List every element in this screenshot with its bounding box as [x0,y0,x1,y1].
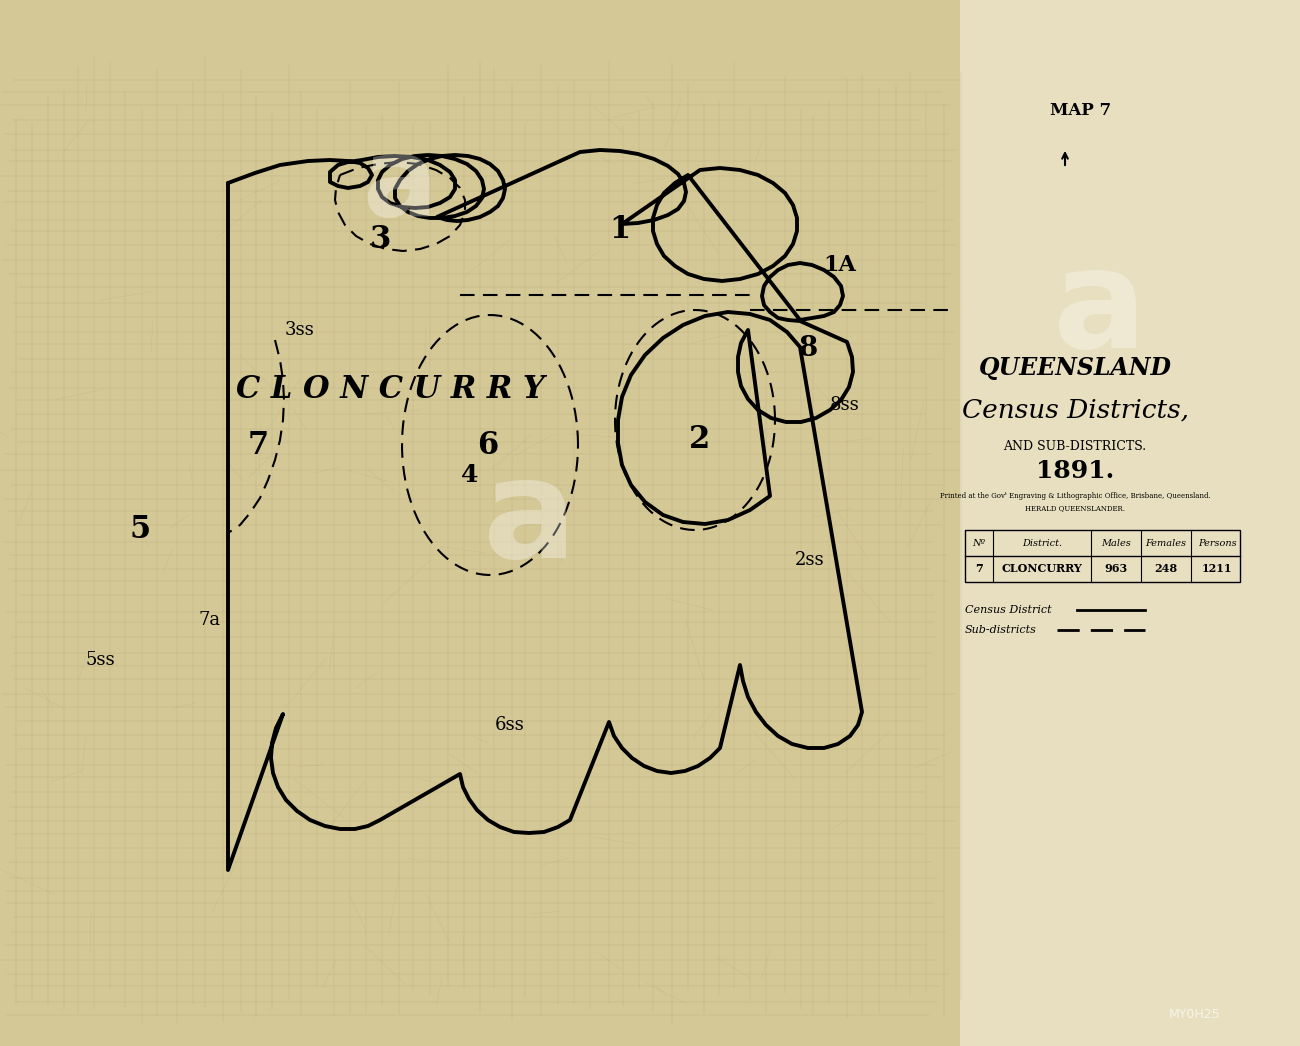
Text: 5: 5 [130,515,151,546]
Text: 3: 3 [369,225,391,255]
Text: 6: 6 [477,430,499,460]
Bar [965,530,1240,582]
Text: 1: 1 [610,214,630,246]
Text: Persons: Persons [1197,539,1236,547]
Text: QUEENSLAND: QUEENSLAND [979,356,1171,380]
Text: Males: Males [1101,539,1131,547]
Text: 4: 4 [462,463,478,487]
Text: a: a [363,132,438,238]
Text: 2: 2 [689,425,711,455]
Bar [0,0,959,1046]
Text: 5ss: 5ss [86,651,114,669]
Text: MY0H25: MY0H25 [1169,1007,1221,1021]
Text: MAP 7: MAP 7 [1050,103,1112,119]
Text: 1A: 1A [824,254,857,276]
Text: 3ss: 3ss [285,321,315,339]
Text: 7: 7 [975,564,983,574]
Text: 1891.: 1891. [1036,459,1114,483]
Text: 7: 7 [247,430,269,460]
Text: 963: 963 [1105,564,1127,574]
Text: Nº: Nº [972,539,985,547]
Text: 2ss: 2ss [796,551,824,569]
Text: 7a: 7a [199,611,221,629]
Bar [959,0,1300,1046]
Text: District.: District. [1022,539,1062,547]
Text: Census Districts,: Census Districts, [962,397,1188,423]
Text: 8: 8 [798,335,818,362]
Text: Sub-districts: Sub-districts [965,626,1037,635]
Text: Printed at the Govᵗ Engraving & Lithographic Office, Brisbane, Queensland.: Printed at the Govᵗ Engraving & Lithogra… [940,492,1210,500]
Text: Census District: Census District [965,605,1052,615]
Text: C L O N C U R R Y: C L O N C U R R Y [235,374,545,406]
Text: 8ss: 8ss [831,396,859,414]
Text: HERALD QUEENSLANDER.: HERALD QUEENSLANDER. [1024,504,1124,511]
Text: Females: Females [1145,539,1187,547]
Text: a: a [484,453,577,588]
Text: 6ss: 6ss [495,717,525,734]
Text: 1211: 1211 [1201,564,1232,574]
Text: 248: 248 [1154,564,1178,574]
Text: AND SUB-DISTRICTS.: AND SUB-DISTRICTS. [1004,440,1147,453]
Text: a: a [1053,243,1147,378]
Text: CLONCURRY: CLONCURRY [1001,564,1083,574]
